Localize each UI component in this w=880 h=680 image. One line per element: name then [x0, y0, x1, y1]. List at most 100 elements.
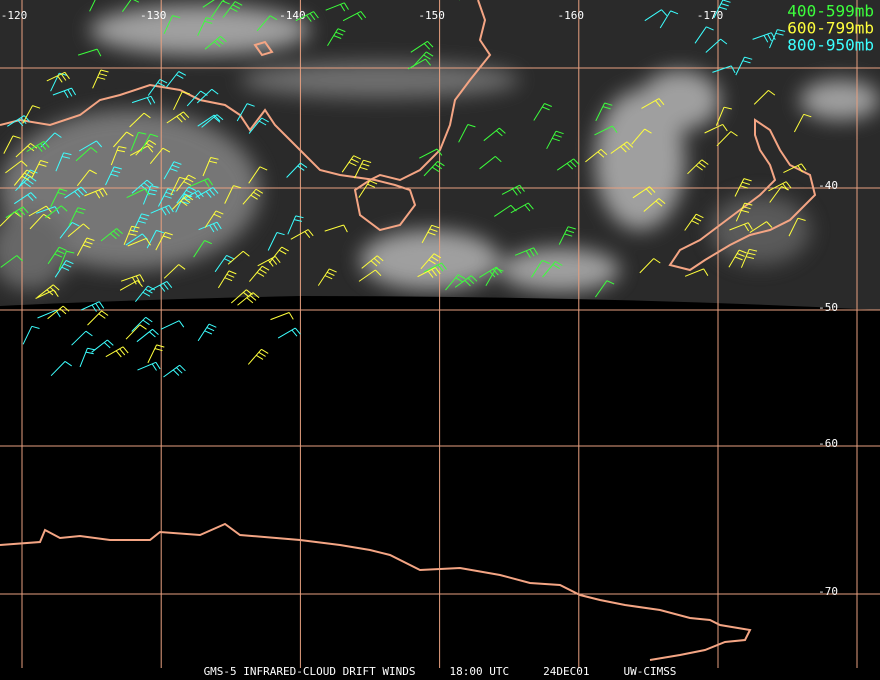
wind-barb [7, 115, 30, 127]
wind-barb [227, 250, 250, 265]
wind-barb [735, 202, 753, 222]
wind-barb [454, 275, 478, 288]
wind-barb [79, 347, 96, 368]
wind-barb [643, 198, 666, 212]
wind-barb [256, 15, 278, 32]
wind-barb [149, 147, 171, 165]
wind-barb [712, 65, 736, 74]
wind-barb [445, 274, 466, 291]
wind-barb [768, 181, 792, 192]
wind-barb [295, 11, 319, 22]
wind-barb [793, 113, 812, 133]
wind-barb [631, 128, 652, 145]
wind-barb [417, 267, 441, 278]
wind-barb [729, 222, 753, 232]
wind-barb [157, 188, 176, 207]
wind-barb [197, 323, 217, 342]
wind-barb [22, 105, 41, 124]
wind-barb [423, 160, 445, 177]
wind-barb [175, 193, 193, 213]
wind-barb [788, 217, 806, 237]
wind-barb [713, 0, 731, 19]
wind-barb [267, 232, 285, 251]
wind-barb [197, 17, 215, 36]
wind-barb [684, 268, 709, 277]
wind-barb [542, 261, 563, 278]
wind-barb [286, 162, 308, 178]
wind-barb [129, 145, 154, 156]
wind-barb [135, 285, 156, 303]
wind-barb [87, 310, 109, 326]
footer-source: GMS-5 INFRARED-CLOUD DRIFT WINDS [204, 665, 416, 678]
wind-barb [783, 163, 807, 174]
wind-barb [105, 166, 122, 186]
wind-barb [13, 169, 35, 186]
wind-barb [186, 90, 208, 107]
legend-entry: 800-950mb [787, 36, 874, 55]
wind-barb [142, 185, 159, 205]
wind-barb [121, 0, 140, 12]
wind-barb [166, 71, 187, 88]
wind-barb [68, 207, 86, 226]
wind-barb [753, 89, 776, 105]
wind-barb [163, 161, 182, 180]
wind-barb [659, 10, 679, 29]
wind-barb [236, 103, 255, 122]
wind-barb [594, 125, 618, 136]
wind-barb [5, 160, 28, 174]
wind-barb [734, 178, 752, 197]
longitude-label: -150 [418, 9, 445, 22]
wind-barb [77, 48, 102, 57]
wind-barb [546, 130, 564, 150]
wind-barb [37, 284, 60, 298]
wind-barb [201, 114, 224, 128]
wind-barb [610, 141, 634, 154]
footer: GMS-5 INFRARED-CLOUD DRIFT WINDS 18:00 UT… [204, 665, 677, 678]
wind-barb [716, 131, 738, 147]
wind-barb [242, 188, 264, 205]
wind-barb [479, 156, 502, 170]
wind-barb [91, 339, 114, 353]
wind-barb [197, 114, 221, 127]
wind-barb [752, 32, 776, 43]
wind-barb [341, 155, 362, 173]
wind-barb [71, 330, 93, 346]
wind-barb [78, 140, 103, 152]
wind-barb [163, 364, 186, 378]
wind-barb [687, 159, 709, 175]
wind-barb [89, 0, 96, 12]
wind-barb [419, 148, 443, 159]
wind-barb [0, 255, 23, 268]
wind-barb [5, 206, 29, 219]
wind-barb [80, 301, 105, 312]
wind-barb [58, 250, 75, 270]
wind-barb [140, 133, 159, 153]
wind-barb [163, 264, 186, 279]
wind-barb [290, 229, 314, 240]
wind-barb [47, 246, 67, 265]
wind-barb [202, 0, 226, 8]
wind-barb [735, 56, 753, 76]
latitude-label: -40 [818, 179, 838, 192]
wind-barb [287, 215, 304, 235]
wind-barb [210, 0, 230, 18]
wind-barb [342, 10, 367, 22]
wind-barb [705, 38, 728, 53]
wind-barb [594, 280, 615, 298]
wind-barb [22, 325, 40, 345]
wind-barb [3, 135, 21, 154]
wind-barb [193, 240, 213, 258]
wind-barb [173, 91, 191, 111]
wind-barb [126, 188, 150, 199]
wind-barb [14, 192, 37, 205]
wind-barb [31, 160, 49, 179]
wind-barb [150, 204, 174, 216]
wind-barb [163, 15, 181, 35]
wind-barb [358, 269, 382, 282]
wind-barb [75, 147, 98, 162]
wind-barb [44, 205, 68, 219]
wind-barb [531, 259, 550, 278]
wind-barb [92, 69, 109, 89]
